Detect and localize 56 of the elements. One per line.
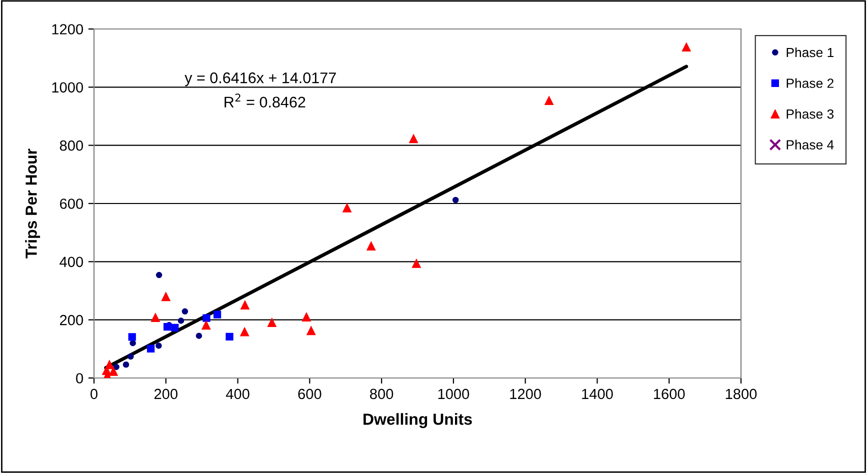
point [182, 308, 188, 315]
point [226, 332, 234, 341]
y-tick-label: 600 [60, 198, 84, 209]
x-axis-title: Dwelling Units [364, 413, 472, 428]
point [178, 318, 184, 324]
point [146, 344, 155, 352]
point [202, 320, 211, 330]
point [306, 326, 316, 336]
x-tick-label: 1600 [654, 388, 685, 400]
point [213, 310, 222, 318]
point [150, 312, 160, 322]
point [122, 361, 130, 368]
point [113, 364, 120, 370]
y-tick-label: 200 [60, 314, 84, 326]
x-tick-label: 1000 [438, 388, 470, 400]
point [108, 366, 118, 376]
point [161, 292, 170, 302]
point [267, 318, 276, 327]
x-tick-label: 1800 [726, 388, 757, 400]
y-tick-label: 1000 [52, 82, 84, 93]
legend-label: Phase 1 [786, 47, 834, 58]
y-tick-label: 400 [60, 256, 84, 268]
point [171, 324, 179, 332]
point [240, 327, 250, 336]
x-tick-label: 400 [226, 388, 250, 400]
x-tick-label: 200 [154, 388, 178, 400]
y-tick-label: 800 [60, 140, 84, 151]
point [196, 332, 202, 339]
y-axis-title: Trips Per Hour [25, 148, 40, 258]
x-tick-label: 0 [90, 388, 98, 400]
y-tick-label: 0 [76, 373, 84, 384]
point [156, 342, 162, 349]
x-tick-label: 1200 [510, 388, 541, 400]
point [302, 312, 311, 322]
legend-label: Phase 4 [786, 140, 834, 150]
point [452, 196, 459, 204]
point [164, 322, 172, 331]
point [128, 353, 134, 360]
point [202, 314, 210, 322]
point [156, 272, 162, 278]
legend-label: Phase 2 [786, 78, 834, 88]
legend-label: Phase 3 [786, 109, 834, 119]
y-tick-label: 1200 [52, 24, 84, 34]
point [342, 203, 352, 212]
point [682, 42, 691, 52]
point [409, 134, 418, 144]
x-tick-label: 1400 [582, 388, 613, 400]
x-tick-label: 600 [298, 388, 322, 400]
point [128, 333, 136, 341]
annotation: y = 0.6416x + 14.0177 [184, 72, 336, 86]
point [412, 258, 421, 268]
point [366, 241, 376, 250]
x-tick-label: 800 [370, 388, 394, 400]
point [240, 300, 250, 310]
annotation: R$^{2}$ = 0.8462 [224, 94, 306, 108]
point [544, 96, 554, 106]
